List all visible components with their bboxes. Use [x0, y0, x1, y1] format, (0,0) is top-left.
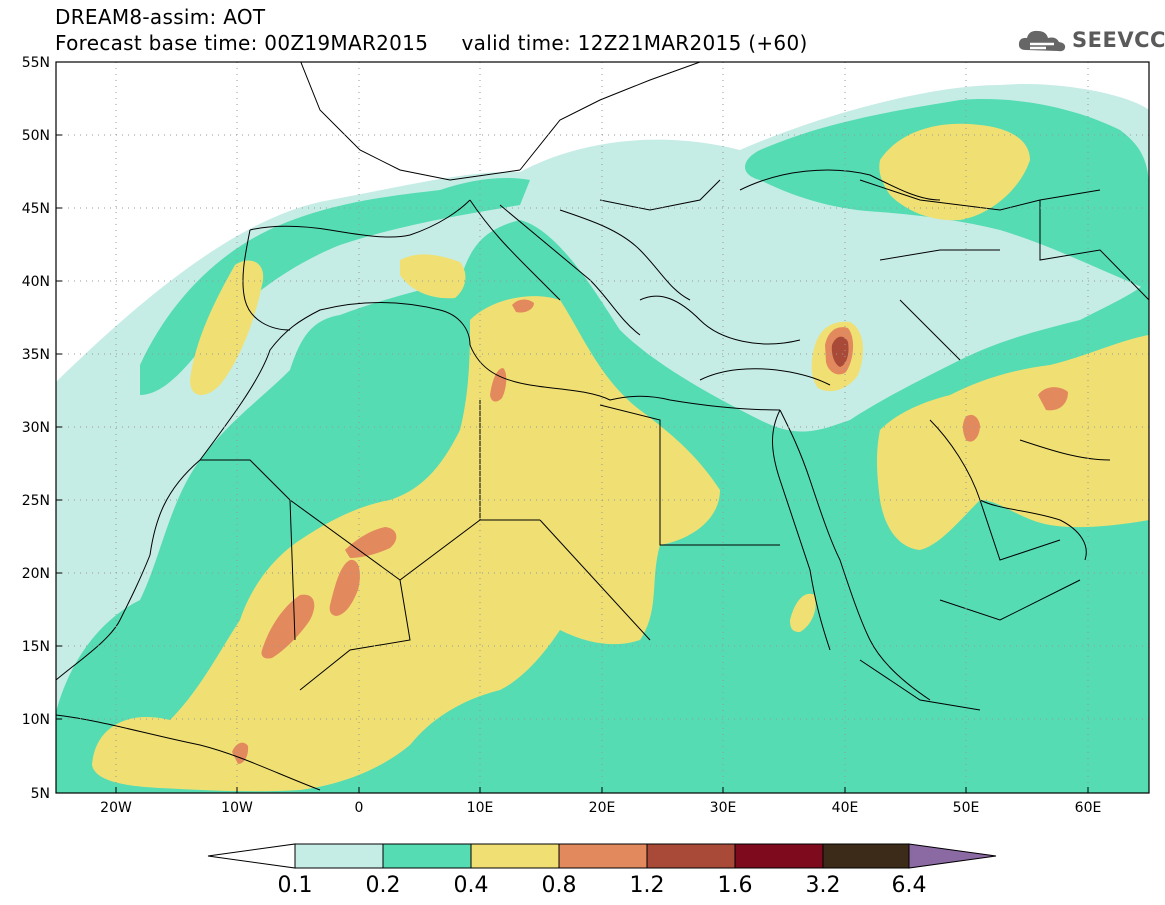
aot-level-0.4 [790, 593, 816, 632]
aot-level-0.8 [345, 527, 397, 558]
aot-level-0.8 [1038, 387, 1068, 411]
colorbar-low-arrow [207, 843, 296, 869]
lat-label: 5N [31, 786, 50, 802]
colorbar-label: 6.4 [892, 873, 927, 898]
lon-label: 60E [1075, 800, 1102, 816]
lon-label: 10W [221, 800, 253, 816]
base-time-label: Forecast base time: 00Z19MAR2015 [55, 31, 429, 55]
lon-label: 50E [953, 800, 980, 816]
colorbar: 0.1 0.2 0.4 0.8 1.2 1.6 3.2 6.4 [207, 843, 997, 898]
colorbar-swatch [470, 843, 560, 869]
colorbar-label: 0.1 [278, 873, 313, 898]
colorbar-label: 3.2 [806, 873, 841, 898]
seevccc-logo: SEEVCCC [1016, 26, 1165, 54]
lon-label: 0 [355, 800, 364, 816]
valid-time-label: valid time: 12Z21MAR2015 (+60) [461, 31, 808, 55]
colorbar-swatch [646, 843, 736, 869]
cloud-icon [1018, 30, 1066, 52]
colorbar-label: 1.6 [718, 873, 753, 898]
lat-label: 30N [22, 420, 50, 436]
aot-level-0.8 [232, 742, 249, 764]
aot-level-1.2 [831, 336, 849, 367]
map-title: DREAM8-assim: AOT [55, 5, 266, 29]
colorbar-label: 0.8 [542, 873, 577, 898]
forecast-time-line: Forecast base time: 00Z19MAR2015 valid t… [55, 32, 808, 54]
lat-label: 50N [22, 128, 50, 144]
graticule [56, 62, 1149, 793]
lon-label: 20E [589, 800, 616, 816]
longitude-labels: 20W 10W 0 10E 20E 30E 40E 50E 60E [100, 800, 1101, 816]
lat-label: 10N [22, 712, 50, 728]
lat-label: 55N [22, 55, 50, 71]
lat-label: 20N [22, 566, 50, 582]
lat-label: 45N [22, 201, 50, 217]
aot-level-0.8 [490, 368, 507, 402]
latitude-labels: 55N 50N 45N 40N 35N 30N 25N 20N 15N 10N … [22, 55, 50, 802]
colorbar-high-arrow [908, 843, 997, 869]
colorbar-label: 1.2 [630, 873, 665, 898]
colorbar-swatch [822, 843, 910, 869]
colorbar-swatch [294, 843, 384, 869]
aot-level-0.4 [877, 335, 1149, 550]
aot-field [56, 62, 1149, 793]
coastlines [56, 62, 1149, 791]
lat-label: 25N [22, 493, 50, 509]
lat-label: 15N [22, 639, 50, 655]
colorbar-swatch [558, 843, 648, 869]
colorbar-label: 0.2 [366, 873, 401, 898]
colorbar-swatch [382, 843, 472, 869]
logo-text: SEEVCCC [1072, 28, 1165, 52]
aot-level-0.4 [190, 260, 264, 396]
lon-label: 20W [100, 800, 132, 816]
lon-label: 10E [467, 800, 494, 816]
lon-label: 40E [832, 800, 859, 816]
aot-level-0.2 [140, 178, 530, 395]
aot-level-0.8 [962, 414, 980, 442]
axis-ticks [56, 61, 1089, 794]
aot-level-0.4 [92, 296, 720, 792]
lat-label: 40N [22, 274, 50, 290]
colorbar-swatch [734, 843, 824, 869]
lat-label: 35N [22, 347, 50, 363]
lon-label: 30E [710, 800, 737, 816]
aot-level-0.8 [329, 559, 360, 616]
aot-level-0.4 [400, 254, 466, 299]
aot-level-0.8 [512, 299, 534, 313]
aot-level-0.8 [261, 594, 315, 659]
colorbar-label: 0.4 [454, 873, 489, 898]
